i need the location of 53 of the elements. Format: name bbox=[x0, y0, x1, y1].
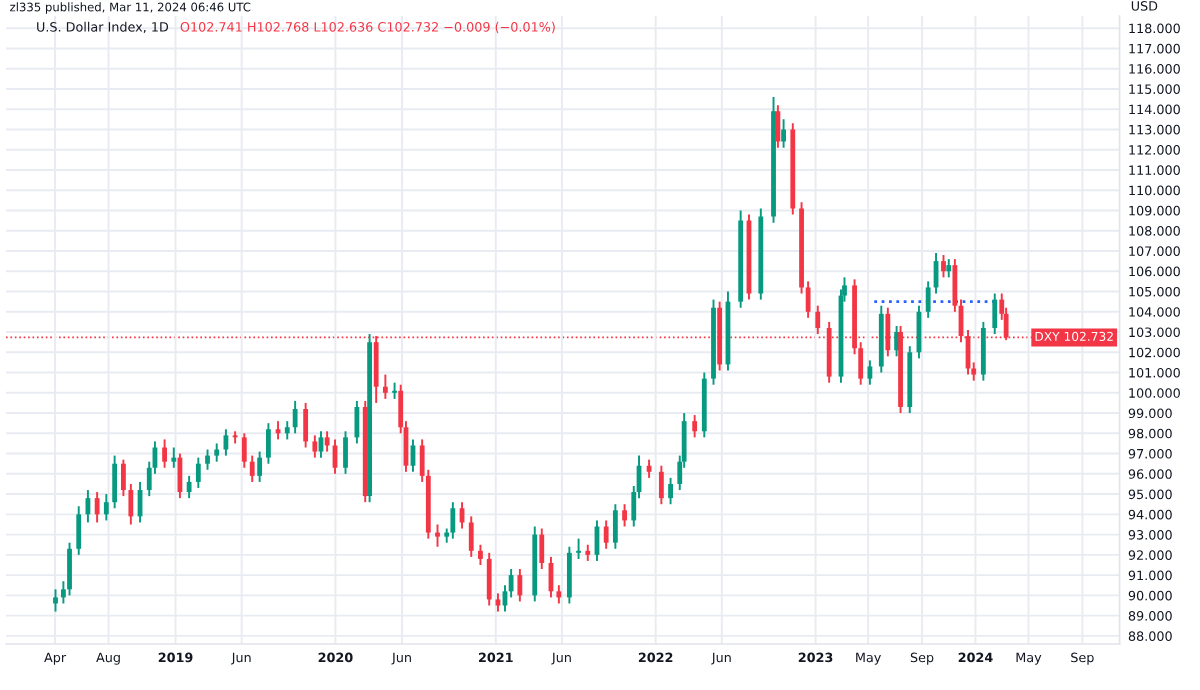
candlestick bbox=[941, 254, 946, 279]
candlestick bbox=[925, 280, 931, 319]
candlestick bbox=[435, 523, 440, 548]
candlestick bbox=[450, 501, 456, 540]
candlestick bbox=[495, 592, 501, 613]
candlestick bbox=[103, 493, 109, 522]
candlestick bbox=[162, 438, 167, 469]
candlestick bbox=[241, 432, 247, 469]
candlestick bbox=[343, 430, 348, 475]
candlestick bbox=[867, 359, 873, 386]
candlestick bbox=[658, 464, 664, 506]
candlestick bbox=[576, 537, 581, 560]
candlestick bbox=[257, 450, 263, 483]
candlestick bbox=[612, 503, 618, 550]
candlestick bbox=[266, 422, 271, 465]
candlestick bbox=[303, 401, 309, 449]
candlestick bbox=[478, 543, 483, 566]
candlestick bbox=[992, 292, 998, 336]
candlestick bbox=[53, 588, 58, 613]
candlestick bbox=[781, 118, 786, 149]
candlestick bbox=[354, 399, 360, 445]
candlestick bbox=[566, 545, 572, 605]
candlestick bbox=[76, 505, 82, 556]
candlestick bbox=[668, 476, 673, 506]
candlestick bbox=[121, 458, 126, 498]
candlestick bbox=[468, 515, 474, 558]
candlestick bbox=[112, 454, 118, 510]
candlestick bbox=[382, 373, 388, 400]
candlestick bbox=[94, 491, 100, 524]
candlestick bbox=[556, 584, 562, 605]
candlestick bbox=[67, 541, 72, 597]
candlestick bbox=[946, 258, 952, 279]
candlestick bbox=[312, 434, 318, 459]
candlestick bbox=[284, 420, 290, 441]
candlestick bbox=[324, 430, 330, 453]
candlestick bbox=[486, 551, 492, 607]
candlestick bbox=[171, 446, 177, 469]
candlestick bbox=[603, 519, 609, 550]
candlestick bbox=[622, 503, 627, 528]
candlestick bbox=[692, 414, 698, 439]
candlestick bbox=[292, 399, 298, 435]
candlestick bbox=[815, 304, 821, 336]
candlestick bbox=[205, 448, 210, 471]
candlestick bbox=[128, 482, 134, 526]
candlestick bbox=[186, 474, 192, 500]
candlestick bbox=[539, 527, 545, 571]
candlestick bbox=[214, 442, 220, 463]
candlestick bbox=[775, 104, 781, 149]
candlestick bbox=[249, 454, 255, 483]
candlestick bbox=[517, 568, 523, 603]
candlestick bbox=[646, 458, 652, 479]
candlestick bbox=[195, 456, 201, 489]
candlestick bbox=[980, 320, 986, 382]
